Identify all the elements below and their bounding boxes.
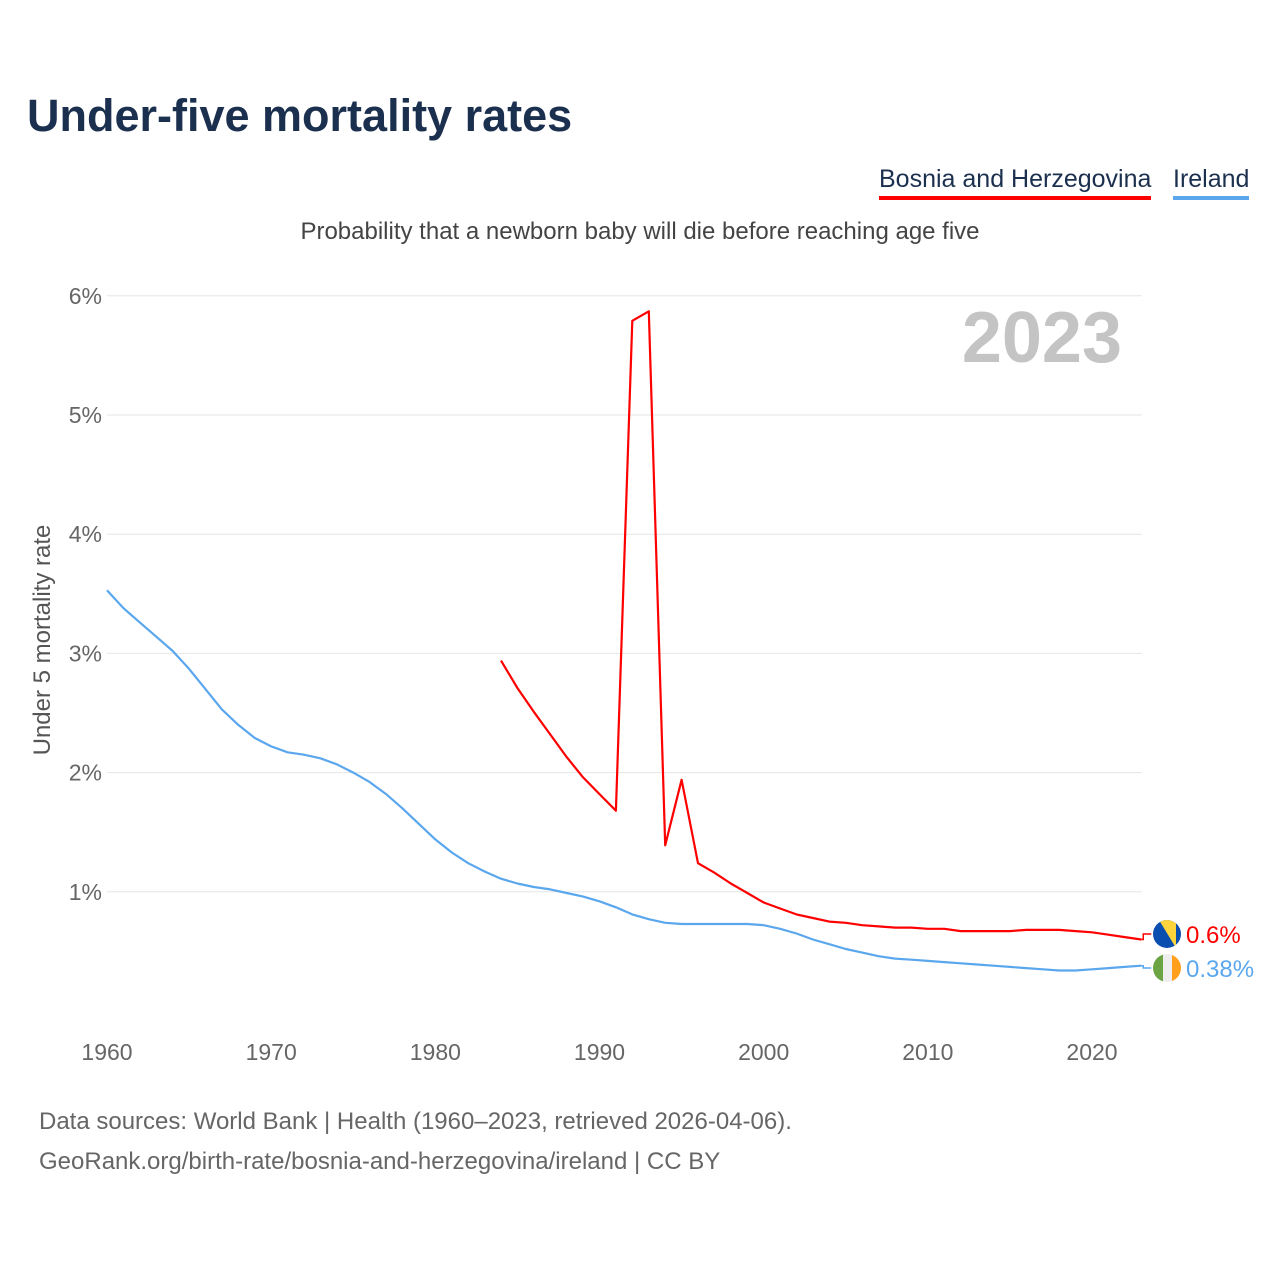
- flag-green: [1153, 954, 1163, 982]
- source-link-text: GeoRank.org/birth-rate/bosnia-and-herzeg…: [39, 1148, 721, 1175]
- ireland-flag-icon: [1153, 954, 1181, 982]
- series-line-ireland: [106, 589, 1142, 972]
- y-tick-label: 6%: [69, 283, 102, 309]
- legend-item-bosnia[interactable]: Bosnia and Herzegovina: [879, 165, 1152, 200]
- end-value-label: 0.38%: [1186, 956, 1254, 983]
- x-tick-label: 1960: [81, 1039, 132, 1065]
- series-lines: [106, 310, 1142, 972]
- x-tick-label: 1990: [574, 1039, 625, 1065]
- chart-subtitle: Probability that a newborn baby will die…: [300, 218, 980, 245]
- y-tick-label: 4%: [69, 521, 102, 547]
- flag-orange: [1172, 954, 1181, 982]
- legend-item-ireland[interactable]: Ireland: [1173, 165, 1250, 200]
- series-end-labels: 0.6% 0.38%: [1141, 920, 1254, 983]
- y-tick-label: 3%: [69, 640, 102, 666]
- end-value-label: 0.6%: [1186, 922, 1241, 949]
- flag-body: [1153, 920, 1181, 948]
- x-tick-label: 1980: [410, 1039, 461, 1065]
- chart-title: Under-five mortality rates: [27, 90, 573, 141]
- x-tick-label: 1970: [246, 1039, 297, 1065]
- flag-triangle: [1159, 920, 1176, 948]
- series-line-bosnia: [500, 310, 1142, 941]
- y-tick-label: 2%: [69, 760, 102, 786]
- y-tick-label: 5%: [69, 402, 102, 428]
- gridlines: [107, 295, 1142, 893]
- x-tick-label: 2000: [738, 1039, 789, 1065]
- x-tick-label: 2020: [1066, 1039, 1117, 1065]
- y-axis-label: Under 5 mortality rate: [29, 525, 56, 756]
- x-tick-label: 2010: [902, 1039, 953, 1065]
- y-axis-ticks: 1% 2% 3% 4% 5% 6%: [69, 283, 102, 905]
- flag-white: [1163, 954, 1172, 982]
- data-source-text: Data sources: World Bank | Health (1960–…: [39, 1108, 792, 1135]
- y-tick-label: 1%: [69, 879, 102, 905]
- bosnia-flag-icon: [1153, 920, 1181, 948]
- flag-body: [1153, 954, 1181, 982]
- x-axis-ticks: 1960 1970 1980 1990 2000 2010 2020: [81, 1039, 1117, 1065]
- year-watermark: 2023: [962, 298, 1122, 378]
- end-connector: [1141, 964, 1152, 969]
- end-connector: [1141, 933, 1152, 941]
